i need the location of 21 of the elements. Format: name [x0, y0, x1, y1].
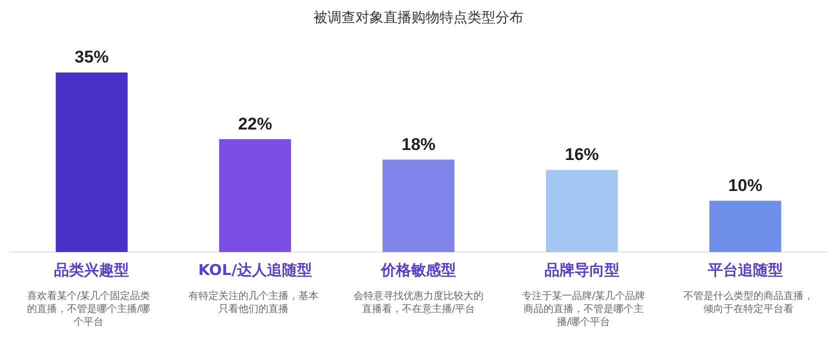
data-label: 10%: [728, 176, 762, 195]
bar: [56, 72, 128, 252]
bar: [709, 200, 782, 252]
x-tick-label: 平台追随型: [706, 260, 783, 279]
x-tick-label: 价格敏感型: [380, 260, 456, 279]
text: 会特意寻找优惠力度比较大的直播看，不在意主播/平台: [352, 290, 484, 317]
text: 专注于某一品牌/某几个品牌商品的直播，不管是哪个主播/哪个平台: [520, 290, 646, 329]
data-label: 22%: [238, 114, 272, 134]
text: 有特定关注的几个主播，基本只看他们的直播: [188, 290, 320, 317]
text: 不管是什么类型的商品直播，倾向于在特定平台看: [682, 290, 814, 317]
x-tick-label: 品类兴趣型: [54, 260, 130, 279]
data-label: 35%: [74, 48, 109, 67]
text: 喜欢看某个/某几个固定品类的直播，不管是哪个主播/哪个平台: [26, 290, 152, 329]
x-tick-label: KOL/达人追随型: [198, 260, 312, 279]
data-label: 18%: [401, 134, 436, 154]
bar: [219, 139, 292, 252]
bar: [546, 170, 618, 252]
chart-title: 被调查对象直播购物特点类型分布: [314, 10, 524, 26]
bar: [382, 160, 454, 252]
x-tick-label: 品牌导向型: [544, 260, 620, 279]
data-label: 16%: [564, 145, 599, 164]
